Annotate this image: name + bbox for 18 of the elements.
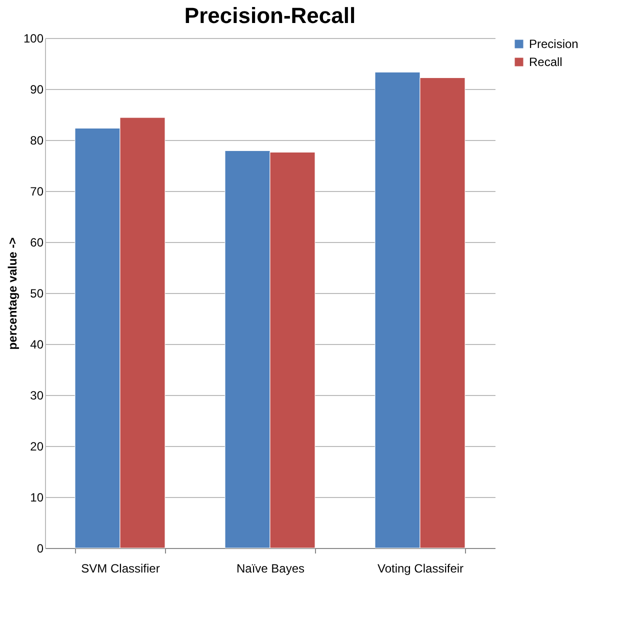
y-tick-label: 30 — [30, 388, 44, 402]
y-tick-label: 60 — [30, 236, 44, 250]
legend-label: Precision — [529, 37, 578, 51]
x-tick-label: Voting Classifeir — [377, 562, 464, 576]
y-tick-label: 40 — [30, 338, 44, 352]
y-tick-label: 100 — [23, 32, 44, 46]
y-tick-label: 20 — [30, 440, 44, 454]
y-tick-label: 0 — [36, 542, 44, 556]
x-tick-label: Naïve Bayes — [236, 562, 305, 576]
legend-label: Recall — [529, 55, 562, 69]
y-tick-label: 80 — [30, 134, 44, 148]
y-tick-label: 70 — [30, 184, 44, 198]
x-tick-label: SVM Classifier — [81, 562, 160, 576]
y-tick-label: 10 — [30, 490, 44, 504]
y-tick-label: 90 — [30, 82, 44, 96]
chart-title: Precision-Recall — [184, 3, 356, 28]
y-axis-title: percentage value -> — [5, 237, 20, 350]
y-tick-label: 50 — [30, 286, 44, 300]
